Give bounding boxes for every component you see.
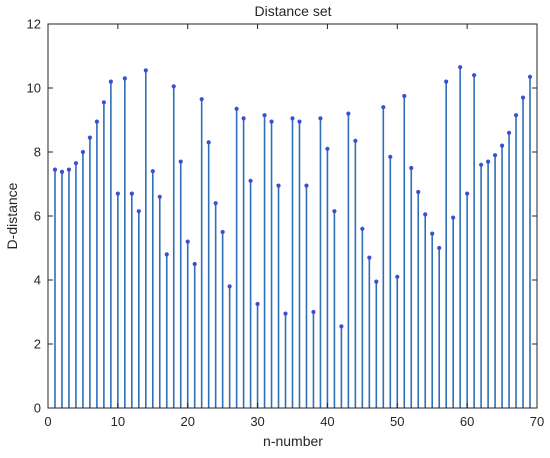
stem-marker <box>458 65 463 70</box>
stem-marker <box>199 97 204 102</box>
x-tick-label: 60 <box>460 414 474 429</box>
stem-marker <box>185 239 190 244</box>
stem-marker <box>171 84 176 89</box>
stem-marker <box>506 130 512 135</box>
stem-marker <box>437 245 442 251</box>
stem-marker <box>374 279 379 284</box>
y-tick-label: 6 <box>34 209 41 224</box>
stem-marker <box>318 116 323 121</box>
chart-title: Distance set <box>254 3 331 19</box>
stem-marker <box>73 161 79 166</box>
y-tick-label: 10 <box>27 81 41 96</box>
x-tick-label: 30 <box>250 414 264 429</box>
stem-marker <box>444 79 449 84</box>
x-tick-label: 70 <box>530 414 544 429</box>
stem-marker <box>416 189 421 195</box>
stem-marker <box>80 149 86 155</box>
stem-marker <box>353 138 358 143</box>
stem-marker <box>269 119 274 124</box>
stem-marker <box>276 183 281 188</box>
x-tick-label: 10 <box>111 414 125 429</box>
stem-marker <box>248 178 253 183</box>
stem-marker <box>241 116 246 121</box>
stem-marker <box>409 165 414 171</box>
x-tick-label: 20 <box>180 414 194 429</box>
stem-marker <box>465 191 470 196</box>
stem-marker <box>451 215 456 220</box>
stem-marker <box>290 116 295 121</box>
stem-marker <box>66 167 72 172</box>
stem-marker <box>220 229 225 235</box>
y-tick-label: 0 <box>34 401 41 416</box>
stem-marker <box>402 93 407 99</box>
stem-marker <box>283 311 288 316</box>
stem-marker <box>101 100 106 105</box>
stem-marker <box>129 191 134 196</box>
stem-marker <box>311 309 316 315</box>
stem-marker <box>297 119 302 124</box>
stem-marker <box>87 135 93 140</box>
stem-marker <box>360 226 365 231</box>
stem-marker <box>262 113 267 118</box>
stem-marker <box>520 95 526 100</box>
stem-marker <box>136 209 141 214</box>
stem-marker <box>304 183 309 188</box>
stem-marker <box>367 255 372 260</box>
y-axis-label: D-distance <box>4 182 20 249</box>
stem-marker <box>423 212 428 217</box>
stem-marker <box>499 143 505 148</box>
stem-marker <box>513 113 519 118</box>
stem-marker <box>395 274 400 279</box>
stem-series <box>52 65 533 408</box>
x-tick-label: 40 <box>320 414 334 429</box>
stem-marker <box>94 119 99 124</box>
stem-marker <box>143 68 148 73</box>
stem-marker <box>381 105 386 110</box>
stem-marker <box>486 159 491 164</box>
stem-marker <box>479 162 484 167</box>
stem-marker <box>492 153 498 158</box>
stem-marker <box>52 167 58 172</box>
stem-marker <box>339 324 344 329</box>
stem-marker <box>332 209 337 214</box>
stem-marker <box>122 76 127 81</box>
y-tick-label: 8 <box>34 145 41 160</box>
tick-marks: 0 10 20 30 40 50 60 70 0 2 4 6 8 10 12 <box>27 17 545 430</box>
x-tick-label: 0 <box>44 414 51 429</box>
stem-marker <box>527 74 533 79</box>
stem-marker <box>178 159 183 164</box>
stem-marker <box>206 140 211 145</box>
stem-marker <box>213 201 218 206</box>
stem-marker <box>472 73 477 78</box>
stem-marker <box>192 261 197 267</box>
y-tick-label: 2 <box>34 337 41 352</box>
x-axis-label: n-number <box>263 433 323 449</box>
stem-marker <box>115 191 120 196</box>
stem-marker <box>346 111 351 116</box>
y-tick-label: 12 <box>27 17 41 32</box>
stem-marker <box>150 169 155 174</box>
stem-marker <box>59 169 65 174</box>
y-tick-label: 4 <box>34 273 41 288</box>
stem-marker <box>108 79 113 84</box>
stem-marker <box>325 146 330 151</box>
stem-marker <box>157 194 162 199</box>
stem-marker <box>164 252 169 257</box>
stem-marker <box>227 284 232 289</box>
stem-marker <box>255 301 260 307</box>
stem-marker <box>430 231 435 236</box>
stem-marker <box>234 106 239 111</box>
x-tick-label: 50 <box>390 414 404 429</box>
stem-marker <box>388 154 393 159</box>
